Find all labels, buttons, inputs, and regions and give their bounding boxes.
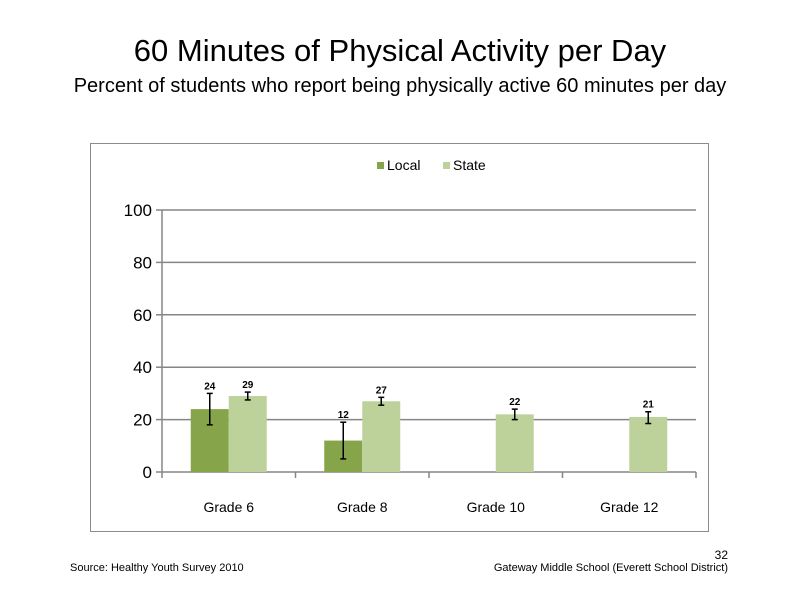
- x-tick-label: Grade 10: [467, 499, 526, 515]
- page-number: 32: [714, 548, 728, 562]
- y-tick-label: 40: [133, 358, 152, 377]
- data-label: 27: [376, 385, 388, 396]
- y-tick-label: 80: [133, 253, 152, 272]
- data-label: 24: [204, 381, 216, 392]
- y-tick-label: 0: [143, 463, 152, 482]
- y-tick-label: 100: [124, 201, 152, 220]
- legend-label: Local: [387, 157, 420, 173]
- legend-label: State: [453, 157, 486, 173]
- bar-state: [495, 414, 534, 472]
- data-label: 12: [338, 410, 350, 421]
- y-tick-label: 60: [133, 306, 152, 325]
- legend-swatch: [377, 162, 384, 169]
- organization-note: Gateway Middle School (Everett School Di…: [493, 562, 728, 574]
- data-label: 29: [242, 380, 254, 391]
- slide-subtitle: Percent of students who report being phy…: [73, 75, 727, 97]
- data-label: 22: [509, 397, 521, 408]
- x-tick-label: Grade 8: [337, 499, 388, 515]
- slide-title: 60 Minutes of Physical Activity per Day: [133, 33, 667, 68]
- legend-swatch: [443, 162, 450, 169]
- data-label: 21: [643, 400, 655, 411]
- x-tick-label: Grade 6: [203, 499, 254, 515]
- bar-state: [228, 396, 267, 472]
- source-note: Source: Healthy Youth Survey 2010: [70, 562, 244, 574]
- bar-state: [362, 401, 401, 472]
- x-tick-label: Grade 12: [600, 499, 659, 515]
- y-tick-label: 20: [133, 411, 152, 430]
- bar-state: [629, 416, 668, 472]
